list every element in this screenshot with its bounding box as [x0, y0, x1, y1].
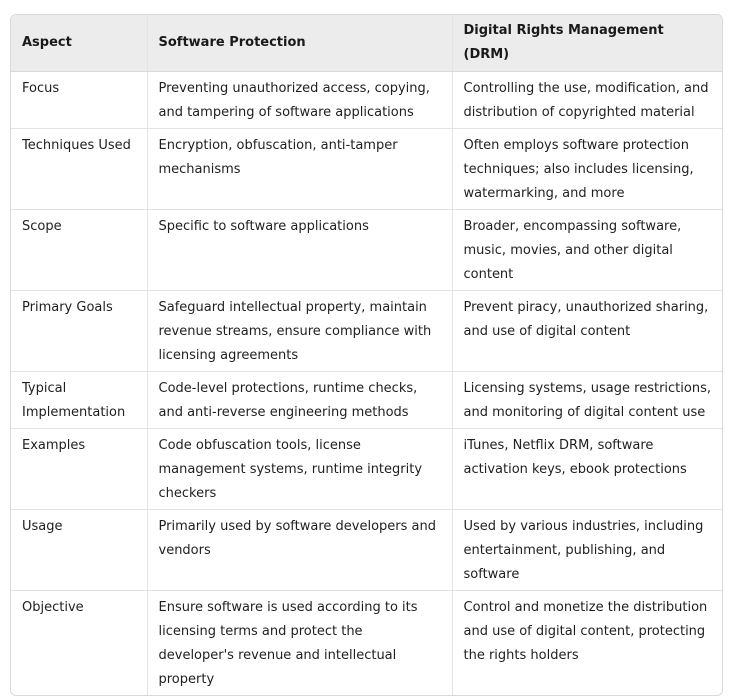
drm-cell: Controlling the use, modification, and d… [451, 71, 722, 129]
drm-cell: Licensing systems, usage restrictions, a… [451, 371, 722, 429]
row-aspect-cell: Objective [11, 590, 147, 695]
row-aspect-cell: Usage [11, 509, 147, 591]
table-row: Examples Code obfuscation tools, license… [11, 428, 722, 510]
table-row: Objective Ensure software is used accord… [11, 590, 722, 695]
row-aspect-cell: Primary Goals [11, 290, 147, 372]
comparison-table-container: Aspect Software Protection Digital Right… [10, 14, 723, 696]
row-aspect-cell: Focus [22, 81, 60, 96]
drm-cell: iTunes, Netflix DRM, software activation… [451, 428, 722, 510]
software-protection-cell: Specific to software applications [146, 209, 452, 291]
table-row: Scope Specific to software applications … [11, 209, 722, 291]
software-protection-cell: Ensure software is used according to its… [146, 590, 452, 695]
drm-cell: Used by various industries, including en… [451, 509, 722, 591]
header-aspect: Aspect [11, 15, 147, 72]
table-header-row: Aspect Software Protection Digital Right… [11, 15, 722, 72]
row-aspect-cell: Scope [11, 209, 147, 291]
comparison-table: Aspect Software Protection Digital Right… [11, 15, 722, 695]
table-row: Typical Implementation Code-level protec… [11, 371, 722, 429]
row-aspect-cell: Typical Implementation [11, 371, 147, 429]
table-row: Primary Goals Safeguard intellectual pro… [11, 290, 722, 372]
software-protection-cell: Safeguard intellectual property, maintai… [146, 290, 452, 372]
drm-cell: Broader, encompassing software, music, m… [451, 209, 722, 291]
software-protection-cell: Primarily used by software developers an… [146, 509, 452, 591]
row-aspect-cell: Examples [11, 428, 147, 510]
drm-cell: Control and monetize the distribution an… [451, 590, 722, 695]
software-protection-cell: Code-level protections, runtime checks, … [146, 371, 452, 429]
software-protection-cell: Encryption, obfuscation, anti-tamper mec… [146, 128, 452, 210]
software-protection-cell: Preventing unauthorized access, copying,… [146, 71, 452, 129]
drm-cell: Prevent piracy, unauthorized sharing, an… [451, 290, 722, 372]
row-aspect-cell: Techniques Used [11, 128, 147, 210]
software-protection-cell: Code obfuscation tools, license manageme… [146, 428, 452, 510]
header-drm: Digital Rights Management (DRM) [451, 15, 722, 72]
drm-cell: Often employs software protection techni… [451, 128, 722, 210]
table-row: Techniques Used Encryption, obfuscation,… [11, 128, 722, 210]
table-row: Usage Primarily used by software develop… [11, 509, 722, 591]
header-software-protection: Software Protection [146, 15, 452, 72]
table-row: Focus Preventing unauthorized access, co… [11, 71, 722, 129]
